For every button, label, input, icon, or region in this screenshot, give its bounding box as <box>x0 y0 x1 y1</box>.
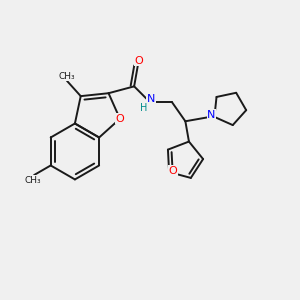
Text: O: O <box>116 114 124 124</box>
Text: N: N <box>147 94 155 104</box>
Text: H: H <box>140 103 147 113</box>
Text: O: O <box>168 166 177 176</box>
Text: O: O <box>135 56 144 66</box>
Text: N: N <box>207 110 216 120</box>
Text: CH₃: CH₃ <box>24 176 41 185</box>
Text: CH₃: CH₃ <box>58 72 75 81</box>
